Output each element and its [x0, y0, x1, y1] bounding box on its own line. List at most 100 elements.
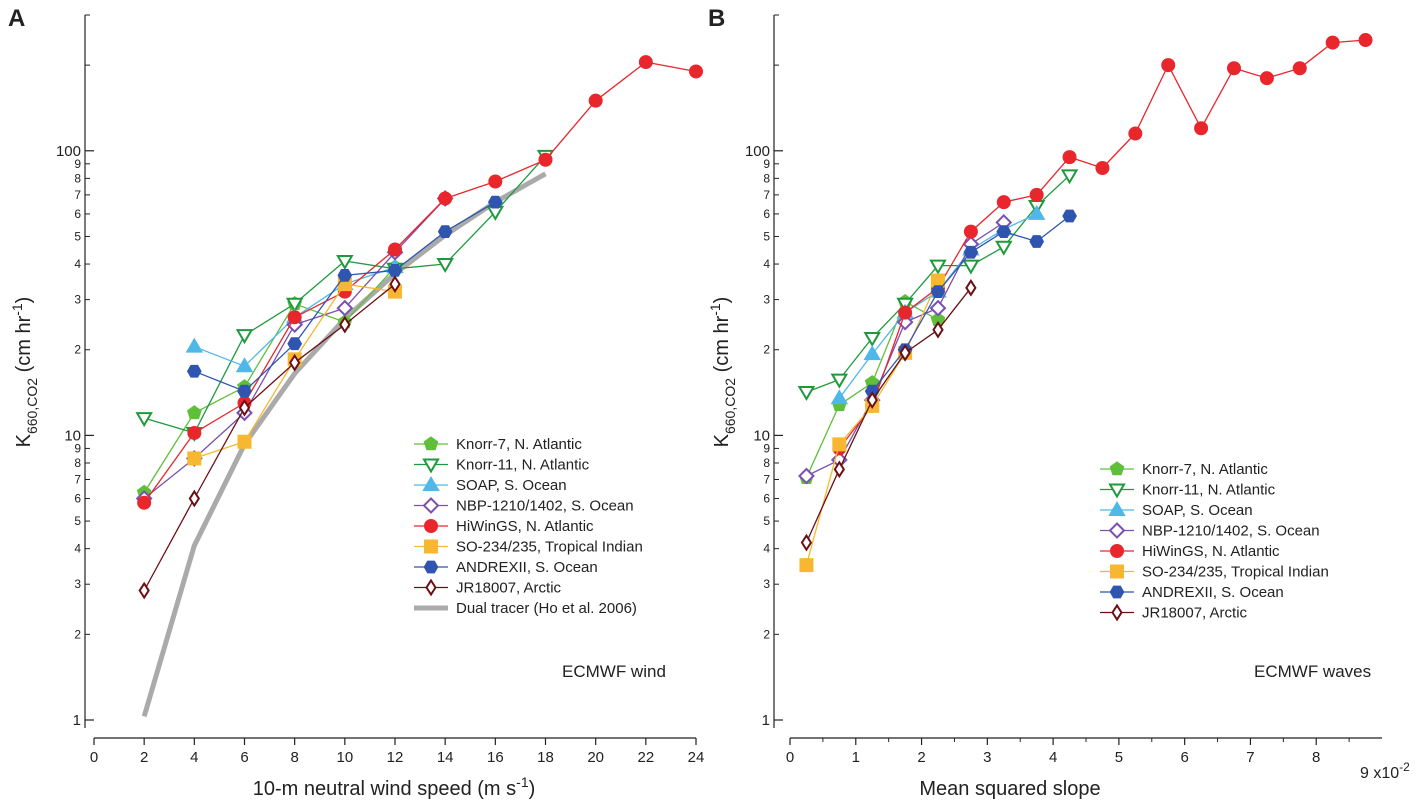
panel-a-legend-entry-dual: Dual tracer (Ho et al. 2006)	[414, 600, 637, 617]
panel-a-series-hiwings-point	[488, 174, 503, 189]
panel-b-x-axis-title: Mean squared slope	[919, 778, 1100, 800]
panel-b-series-andrex-point	[1029, 235, 1045, 248]
panel-b-series-soap-point	[863, 345, 881, 361]
panel-a-legend-label: JR18007, Arctic	[456, 580, 562, 597]
panel-b-series-hiwings-point	[1161, 58, 1176, 73]
panel-b-y-minor-tick-label: 7	[763, 188, 770, 202]
panel-a-series-hiwings-point	[287, 310, 302, 325]
panel-b-series-hiwings-point	[1325, 35, 1340, 50]
panel-b-y-minor-tick-label: 8	[763, 171, 770, 185]
panel-b-series-hiwings-point	[1128, 126, 1143, 141]
panel-a-legend-entry-jr18007: JR18007, Arctic	[414, 578, 562, 597]
panel-a-series-andrex-point	[487, 195, 503, 209]
panel-a-series-hiwings-point	[588, 93, 603, 108]
panel-a-y-minor-tick-label: 2	[74, 343, 81, 357]
panel-b-x-tick-label: 0	[786, 749, 794, 766]
panel-b-x-tick-label: 4	[1049, 749, 1057, 766]
panel-a-y-minor-tick-label: 4	[74, 257, 81, 271]
panel-b-x-scale-factor: 9 x10-2	[1360, 760, 1410, 782]
panel-b-series-hiwings-point	[1029, 187, 1044, 202]
panel-a-series-andrex-point	[237, 384, 252, 398]
panel-b-series-knorr11-point	[797, 386, 816, 402]
panel-b-series-andrex-point	[996, 225, 1012, 238]
panel-b-series-knorr11-point	[830, 373, 849, 389]
panel-b-legend-entry-soap: SOAP, S. Ocean	[1100, 501, 1253, 519]
panel-a-legend-label: Dual tracer (Ho et al. 2006)	[456, 600, 637, 617]
panel-b-legend-swatch-marker	[1109, 585, 1125, 599]
panel-a-series-knorr11-point	[235, 329, 254, 345]
panel-a-series-soap-point	[235, 357, 254, 373]
panel-a-series-knorr7-point	[187, 405, 202, 420]
panel-b-series-soap-point	[830, 389, 849, 405]
panel-a-legend-label: Knorr-11, N. Atlantic	[456, 457, 590, 474]
panel-a-legend-entry-knorr11: Knorr-11, N. Atlantic	[414, 457, 590, 474]
panel-a-annotation: ECMWF wind	[562, 662, 666, 681]
panel-a-legend-entry-soap: SOAP, S. Ocean	[414, 476, 567, 494]
panel-b-y-minor-tick-label: 2	[763, 627, 770, 641]
panel-b-y-minor-tick-label: 7	[763, 472, 770, 486]
panel-a-x-tick-label: 22	[637, 749, 654, 766]
panel-a-y-minor-tick-label: 2	[74, 627, 81, 641]
panel-b-legend-swatch-marker	[1109, 461, 1125, 476]
panel-a-series-knorr11-point	[135, 412, 153, 428]
panel-a-legend-swatch-marker	[424, 519, 438, 533]
panel-b-legend-label: SO-234/235, Tropical Indian	[1142, 564, 1329, 581]
panel-b-x-tick-label: 2	[917, 749, 925, 766]
panel-b-y-minor-tick-label: 4	[763, 257, 770, 271]
panel-b-series-andrex-point	[963, 245, 979, 259]
panel-a-series-hiwings-point	[538, 152, 553, 167]
panel-a-series-andrex-point	[287, 337, 303, 351]
panel-b-y-minor-tick-label: 8	[763, 456, 770, 470]
panel-b-legend-swatch-marker	[1111, 603, 1123, 622]
panel-a-y-tick-label: 100	[56, 143, 81, 160]
panel-a-y-minor-tick-label: 9	[74, 157, 81, 171]
panel-b-legend-entry-knorr7: Knorr-7, N. Atlantic	[1100, 461, 1268, 478]
panel-a-x-tick-label: 6	[240, 749, 248, 766]
panel-a-series-jr18007-point	[188, 489, 201, 508]
panel-b-legend-label: HiWinGS, N. Atlantic	[1142, 543, 1280, 560]
panel-b-legend-label: Knorr-11, N. Atlantic	[1142, 482, 1276, 499]
panel-b-series-so234-line	[805, 280, 939, 566]
panel-a-series-andrex-point	[337, 269, 353, 282]
panel-b-x-tick-label: 1	[852, 749, 860, 766]
panel-b-y-minor-tick-label: 5	[763, 229, 770, 243]
panel-a-series-hiwings-point	[438, 191, 453, 206]
panel-a-series-so234-point	[187, 451, 202, 466]
panel-b-y-tick-label: 100	[745, 143, 770, 160]
panel-a-series-so234-point	[237, 434, 252, 449]
panel-a-series-hiwings-point	[689, 64, 703, 79]
panel-b-legend-label: ANDREXII, S. Ocean	[1142, 584, 1284, 601]
panel-b-legend-entry-jr18007: JR18007, Arctic	[1100, 603, 1248, 622]
panel-a-x-tick-label: 18	[537, 749, 554, 766]
panel-b-legend-entry-nbp: NBP-1210/1402, S. Ocean	[1100, 522, 1320, 540]
panel-b-series-jr18007-point	[833, 460, 846, 479]
panel-a-legend-label: ANDREXII, S. Ocean	[456, 559, 598, 576]
panel-b-series-jr18007-point	[965, 278, 977, 297]
panel-a-x-tick-label: 10	[336, 749, 353, 766]
panel-b-x-tick-label: 5	[1115, 749, 1123, 766]
panel-a-legend-entry-andrex: ANDREXII, S. Ocean	[414, 559, 598, 576]
panel-a-series-hiwings-point	[187, 425, 202, 440]
panel-a-y-minor-tick-label: 5	[74, 229, 81, 243]
panel-b-series-knorr11-point	[863, 331, 881, 347]
panel-b-legend-entry-knorr11: Knorr-11, N. Atlantic	[1100, 482, 1276, 499]
panel-a-series-knorr11-point	[336, 254, 354, 270]
panel-a-legend-label: SO-234/235, Tropical Indian	[456, 539, 643, 556]
panel-a-y-tick-label: 1	[73, 712, 81, 729]
panel-a-series-hiwings-point	[638, 55, 653, 70]
panel-b-y-minor-tick-label: 2	[763, 343, 770, 357]
panel-b-series-knorr11-point	[929, 259, 947, 275]
panel-a-legend-label: NBP-1210/1402, S. Ocean	[456, 498, 634, 515]
panel-b-series-hiwings-point	[898, 305, 913, 320]
panel-b-series-nbp-point	[929, 299, 947, 317]
panel-b-legend-swatch-marker	[1110, 564, 1124, 579]
panel-b-y-tick-label: 1	[762, 712, 770, 729]
panel-a-legend-swatch-marker	[423, 560, 439, 574]
panel-b-legend: Knorr-7, N. Atlantic Knorr-11, N. Atlanti…	[1100, 461, 1329, 622]
panel-a-series-knorr11-point	[436, 258, 454, 274]
